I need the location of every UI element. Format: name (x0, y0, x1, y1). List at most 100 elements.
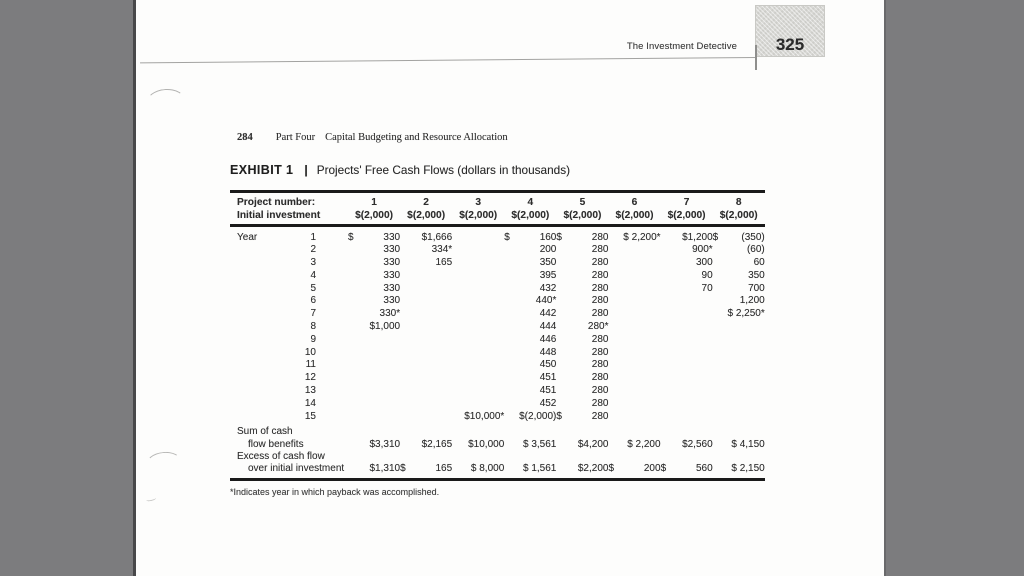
year-label-cell: 15 (230, 411, 348, 424)
cash-flow-p8-y5: 700 (748, 282, 765, 294)
cash-flow-p8-y4: 350 (748, 269, 765, 281)
cash-flow-p3-y6 (452, 295, 504, 308)
part-title: Capital Budgeting and Resource Allocatio… (325, 132, 508, 143)
cash-flow-p4-y5: 432 (539, 282, 557, 294)
cash-flow-p7-y7 (661, 308, 713, 321)
summary-value-r1-p1: $3,310 (369, 438, 401, 450)
part-label: Part Four (275, 132, 316, 143)
cash-flow-p2-y6 (400, 295, 452, 308)
cash-flow-p4-y10: 448 (539, 346, 557, 358)
cash-flow-p8-y6: 1,200 (739, 295, 765, 307)
year-number: 10 (304, 346, 316, 358)
cash-flow-p3-y9 (452, 334, 504, 347)
summary-label-line2-1: flow benefits (248, 438, 304, 450)
year-row-5: 5 330 432 280 70 700 (230, 283, 765, 296)
cash-flow-p5-y4: 280 (591, 269, 609, 281)
summary-label-line1-1: Sum of cash (237, 426, 293, 438)
year-label-cell: 4 (230, 270, 348, 283)
cash-flow-p2-y14 (400, 398, 452, 411)
cash-flow-p6-y3 (608, 257, 660, 270)
cash-flow-p5-y10: 280 (591, 346, 609, 358)
year-row-3: 3 330 165 350 280 300 60 (230, 257, 765, 270)
cash-flow-p1-y14 (348, 398, 400, 411)
table-header-labels: Project number: Initial investment (230, 196, 348, 222)
cash-flow-p1-y4: 330 (383, 269, 401, 281)
cash-flow-p5-y15: $280 (556, 410, 609, 422)
cash-flow-p8-y9 (713, 334, 765, 347)
year-row-15: 15 $10,000* $(2,000) $280 (230, 411, 765, 424)
cash-flow-p6-y4 (608, 270, 660, 283)
year-label-cell: 8 (230, 321, 348, 334)
cash-flow-p1-y2: 330 (383, 244, 401, 256)
cashflow-table: Project number: Initial investment 1 $(2,… (230, 190, 765, 481)
cash-flow-p1-y8: $1,000 (369, 321, 401, 333)
year-row-6: 6 330 440* 280 1,200 (230, 295, 765, 308)
cash-flow-p2-y7 (400, 308, 452, 321)
scan-curl-mark-bottom (144, 450, 184, 477)
cash-flow-p2-y4 (400, 270, 452, 283)
cash-flow-p8-y11 (713, 359, 765, 372)
year-label-cell: 12 (230, 372, 348, 385)
cash-flow-p8-y15 (713, 411, 765, 424)
table-bottom-rule (230, 477, 765, 481)
cash-flow-p2-y15 (400, 411, 452, 424)
cash-flow-p1-y12 (348, 372, 400, 385)
summary-row-1: flow benefits $3,310 $2,165 $10,000 $ 3,561 $… (230, 439, 765, 451)
year-label-cell: 3 (230, 257, 348, 270)
cash-flow-p1-y11 (348, 359, 400, 372)
cash-flow-p6-y6 (608, 295, 660, 308)
cash-flow-p2-y10 (400, 347, 452, 360)
year-label-cell: 2 (230, 244, 348, 257)
column-header-4: 4 $(2,000) (511, 197, 550, 221)
cash-flow-p1-y7: 330* (379, 308, 401, 320)
year-number: 15 (304, 410, 316, 422)
cash-flow-p2-y9 (400, 334, 452, 347)
table-footnote: *Indicates year in which payback was acc… (230, 487, 440, 497)
year-label-cell: Year 1 (230, 232, 348, 245)
cash-flow-p6-y13 (608, 385, 660, 398)
cash-flow-p6-y1: $ 2,200* (623, 231, 661, 243)
cash-flow-p6-y5 (608, 283, 660, 296)
cash-flow-p3-y7 (452, 308, 504, 321)
chapter-page-number: 284 (237, 132, 253, 143)
summary-value-r2-p8: $ 2,150 (731, 463, 765, 475)
summary-label-line2-2: over initial investment (248, 463, 345, 475)
year-number: 11 (305, 359, 316, 371)
cash-flow-p2-y13 (400, 385, 452, 398)
cash-flow-p6-y11 (608, 359, 660, 372)
project-number-label: Project number: (237, 197, 316, 208)
header-rule (140, 57, 757, 64)
year-label-cell: 6 (230, 295, 348, 308)
year-number: 9 (310, 333, 316, 345)
summary-value-r2-p7: $560 (660, 463, 713, 475)
cash-flow-p6-y7 (608, 308, 660, 321)
page-number-box: 325 (755, 5, 825, 57)
year-number: 2 (310, 244, 316, 256)
year-number: 1 (310, 231, 316, 243)
cash-flow-p8-y8 (713, 321, 765, 334)
cash-flow-p1-y13 (348, 385, 400, 398)
cash-flow-p2-y3: 165 (435, 257, 453, 269)
cash-flow-p3-y10 (452, 347, 504, 360)
cash-flow-p3-y12 (452, 372, 504, 385)
summary-value-r1-p4: $ 3,561 (523, 438, 557, 450)
cash-flow-p4-y4: 395 (539, 269, 557, 281)
cash-flow-p5-y14: 280 (591, 397, 609, 409)
year-label-cell: 7 (230, 308, 348, 321)
year-number: 6 (310, 295, 316, 307)
cash-flow-p4-y11: 450 (539, 359, 557, 371)
summary-value-r1-p3: $10,000 (468, 438, 505, 450)
year-label (237, 244, 269, 257)
year-label (237, 334, 269, 347)
year-label (237, 257, 269, 270)
cash-flow-p7-y10 (661, 347, 713, 360)
year-label (237, 385, 269, 398)
cash-flow-p4-y3: 350 (539, 257, 557, 269)
table-summary: Sum of cash flow benefits $3,310 $2,165 $10,… (230, 426, 765, 475)
year-label-cell: 9 (230, 334, 348, 347)
running-header-title: The Investment Detective (626, 41, 737, 52)
cash-flow-p4-y7: 442 (539, 308, 557, 320)
cash-flow-p5-y8: 280* (587, 321, 609, 333)
summary-value-r2-p4: $ 1,561 (523, 463, 557, 475)
cash-flow-p7-y13 (661, 385, 713, 398)
